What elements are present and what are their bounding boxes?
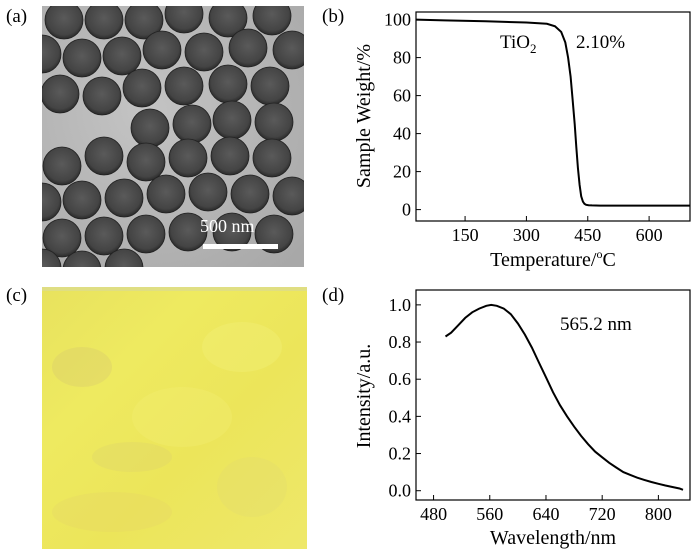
sphere: [252, 138, 292, 178]
y-tick-label: 40: [393, 124, 411, 144]
panel-label-d: (d): [322, 285, 345, 306]
sphere: [272, 30, 304, 70]
x-tick-label: 720: [589, 504, 616, 524]
scale-bar: [203, 244, 278, 249]
sphere: [130, 108, 170, 148]
y-tick-label: 0.8: [389, 332, 412, 352]
sphere: [212, 100, 252, 140]
sphere: [228, 28, 268, 68]
sphere: [62, 38, 102, 78]
sphere: [252, 6, 292, 36]
x-tick-label: 480: [420, 504, 447, 524]
tga-curve: [415, 18, 690, 207]
sphere: [102, 36, 142, 76]
sphere: [210, 136, 250, 176]
sphere: [208, 64, 248, 104]
sphere: [42, 74, 80, 114]
sphere-group: [42, 6, 304, 267]
y-tick-label: 1.0: [389, 295, 412, 315]
film-photo: [42, 287, 307, 549]
sphere: [142, 30, 182, 70]
sphere: [126, 142, 166, 182]
sphere: [168, 138, 208, 178]
tga-x-axis-label: Temperature/oC: [490, 247, 616, 271]
panel-label-c: (c): [6, 285, 28, 306]
x-tick-label: 640: [532, 504, 559, 524]
pl-plot-frame: [415, 289, 691, 501]
scale-bar-label: 500 nm: [200, 216, 255, 236]
sphere: [164, 6, 204, 34]
pl-y-axis-label: Intensity/a.u.: [353, 344, 375, 448]
x-tick-label: 560: [476, 504, 503, 524]
y-tick-label: 0.6: [389, 369, 412, 389]
sphere: [250, 66, 290, 106]
pl-chart: 480 560 640 720 800 0.0 0.2 0.4 0.6 0.8 1.0 565.2 …: [353, 289, 691, 549]
sphere: [62, 250, 102, 267]
sphere: [104, 178, 144, 218]
tga-annotation-material: TiO2: [500, 32, 536, 56]
sphere: [42, 248, 62, 267]
x-tick-label: 300: [513, 225, 540, 245]
sphere: [208, 6, 248, 38]
sphere: [124, 6, 164, 40]
sphere: [42, 146, 82, 186]
y-tick-label: 60: [393, 86, 411, 106]
tem-micrograph: [42, 6, 304, 267]
tga-y-axis-label: Sample Weight/%: [353, 44, 375, 188]
sphere: [84, 136, 124, 176]
sphere: [168, 212, 208, 252]
sphere: [212, 212, 252, 252]
y-tick-label: 80: [393, 48, 411, 68]
x-tick-label: 450: [574, 225, 601, 245]
sphere: [272, 176, 304, 216]
tga-annotation-value: 2.10%: [576, 32, 625, 53]
x-tick-label: 800: [645, 504, 672, 524]
sphere: [82, 76, 122, 116]
sphere: [146, 174, 186, 214]
sphere: [254, 102, 294, 142]
sphere: [164, 66, 204, 106]
sphere: [42, 34, 62, 74]
sphere: [104, 248, 144, 267]
y-tick-label: 0.0: [389, 481, 412, 501]
sphere: [184, 32, 224, 72]
x-tick-label: 150: [452, 225, 479, 245]
sphere: [42, 182, 62, 222]
sphere: [84, 6, 124, 40]
y-tick-label: 0: [402, 200, 411, 220]
x-tick-label: 600: [636, 225, 663, 245]
sphere: [44, 6, 84, 40]
sphere: [84, 216, 124, 256]
pl-annotation: 565.2 nm: [560, 314, 632, 335]
sphere: [254, 214, 294, 254]
panel-label-b: (b): [322, 6, 345, 27]
sphere: [62, 180, 102, 220]
y-tick-label: 0.4: [389, 406, 412, 426]
sphere: [188, 172, 228, 212]
pl-x-axis-label: Wavelength/nm: [490, 527, 617, 549]
y-tick-label: 0.2: [389, 444, 412, 464]
panel-label-a: (a): [6, 6, 28, 27]
y-tick-label: 20: [393, 162, 411, 182]
sphere: [42, 218, 82, 258]
sphere: [172, 104, 212, 144]
tga-chart: 150 300 450 600 0 20 40 60 80 100 TiO2 2.10% Temp…: [353, 10, 691, 271]
sphere: [230, 174, 270, 214]
sphere: [122, 68, 162, 108]
sphere: [126, 214, 166, 254]
tga-plot-frame: [415, 11, 691, 222]
y-tick-label: 100: [384, 10, 411, 30]
pl-curve: [444, 303, 684, 491]
